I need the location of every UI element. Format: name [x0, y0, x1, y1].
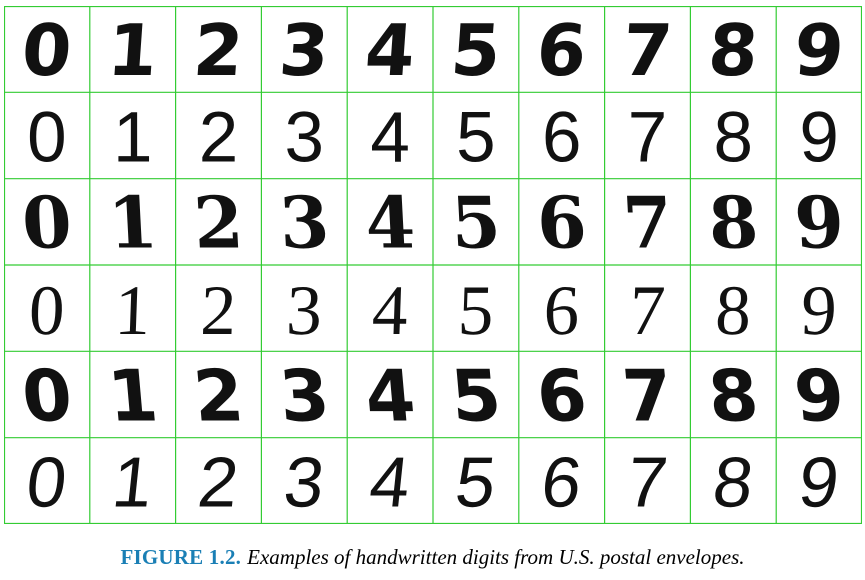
digit-8-row-1: 8 [706, 9, 761, 92]
digit-8-row-6: 8 [709, 444, 757, 523]
digit-7-row-6: 7 [623, 444, 671, 523]
digit-5-row-3: 5 [449, 181, 503, 265]
digit-2-row-3: 2 [192, 181, 246, 265]
digit-9-row-1: 9 [791, 9, 846, 92]
digit-3-row-2: 3 [285, 98, 325, 177]
digit-1-row-6: 1 [109, 444, 157, 523]
digit-8-row-2: 8 [714, 98, 754, 177]
digit-0-row-6: 0 [23, 444, 71, 523]
figure-label: FIGURE 1.2. [120, 545, 242, 569]
digit-7-row-1: 7 [620, 9, 675, 92]
digit-4-row-2: 4 [370, 98, 410, 177]
digit-4-row-1: 4 [362, 9, 417, 92]
digit-5-row-4: 5 [457, 272, 495, 350]
digit-9-row-6: 9 [795, 444, 843, 523]
digit-7-row-4: 7 [628, 272, 666, 350]
digit-0-row-5: 0 [19, 355, 76, 438]
digit-grid: 0 1 2 3 4 5 6 7 8 90 1 2 3 4 5 6 7 8 90 1 2 3 4 5 6 7 8 90 1 2 3 4 5 6 7 8 9… [4, 6, 862, 524]
digit-3-row-6: 3 [280, 444, 328, 523]
digit-6-row-4: 6 [542, 272, 580, 350]
figure-caption-text: Examples of handwritten digits from U.S.… [247, 545, 745, 569]
digit-1-row-1: 1 [105, 9, 160, 92]
digit-1-row-5: 1 [104, 355, 161, 438]
digit-0-row-3: 0 [20, 181, 74, 265]
digit-9-row-2: 9 [799, 98, 839, 177]
digit-7-row-5: 7 [619, 355, 676, 438]
digit-7-row-3: 7 [621, 181, 675, 265]
digit-6-row-5: 6 [533, 355, 590, 438]
digit-5-row-2: 5 [456, 98, 496, 177]
digit-8-row-3: 8 [706, 181, 760, 265]
digit-6-row-6: 6 [538, 444, 586, 523]
digit-3-row-3: 3 [277, 181, 331, 265]
digit-5-row-1: 5 [448, 9, 503, 92]
digit-2-row-4: 2 [199, 272, 237, 350]
digit-2-row-2: 2 [199, 98, 239, 177]
digit-3-row-1: 3 [277, 9, 332, 92]
digit-8-row-4: 8 [714, 272, 752, 350]
digit-5-row-5: 5 [448, 355, 505, 438]
digit-0-row-1: 0 [19, 9, 74, 92]
digit-6-row-2: 6 [542, 98, 582, 177]
digit-6-row-1: 6 [534, 9, 589, 92]
digit-4-row-3: 4 [363, 181, 417, 265]
digit-1-row-3: 1 [106, 181, 160, 265]
digit-2-row-6: 2 [194, 444, 242, 523]
digit-4-row-6: 4 [366, 444, 414, 523]
digit-8-row-5: 8 [705, 355, 762, 438]
digit-9-row-5: 9 [791, 355, 848, 438]
digit-1-row-4: 1 [113, 272, 151, 350]
digit-0-row-2: 0 [27, 98, 67, 177]
digit-4-row-5: 4 [362, 355, 419, 438]
digit-2-row-5: 2 [190, 355, 247, 438]
digit-3-row-4: 3 [285, 272, 323, 350]
digit-3-row-5: 3 [276, 355, 333, 438]
digit-9-row-3: 9 [792, 181, 846, 265]
digit-1-row-2: 1 [113, 98, 153, 177]
digit-7-row-2: 7 [628, 98, 668, 177]
digit-0-row-4: 0 [28, 272, 66, 350]
figure-caption: FIGURE 1.2. Examples of handwritten digi… [0, 545, 865, 570]
digit-6-row-3: 6 [535, 181, 589, 265]
digit-4-row-4: 4 [371, 272, 409, 350]
digit-2-row-1: 2 [191, 9, 246, 92]
digit-5-row-6: 5 [452, 444, 500, 523]
digit-9-row-4: 9 [800, 272, 838, 350]
